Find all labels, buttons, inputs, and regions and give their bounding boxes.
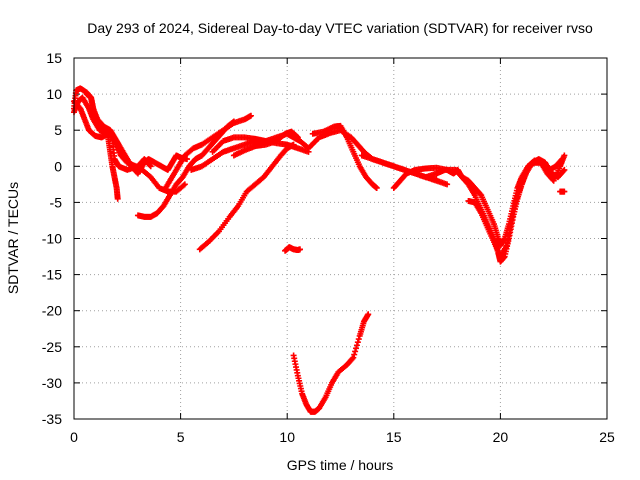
data-point-marker — [353, 342, 360, 349]
y-tick-label: -15 — [42, 267, 62, 283]
data-point-marker — [147, 163, 154, 170]
y-tick-label: 5 — [54, 122, 62, 138]
series-arc-19 — [465, 152, 568, 260]
data-point-marker — [293, 133, 300, 140]
data-point-marker — [349, 355, 356, 362]
y-tick-label: -20 — [42, 303, 62, 319]
axis-ticks: 0 5 10 15 20 25 15 10 5 0 -5 -10 -15 -20 -25 -30 -35 — [42, 50, 615, 445]
data-point-marker — [560, 167, 567, 174]
data-point-marker — [352, 348, 359, 355]
series-arc-3 — [105, 134, 121, 202]
x-tick-label: 25 — [599, 429, 615, 445]
data-point-marker — [294, 134, 301, 141]
x-tick-label: 15 — [386, 429, 402, 445]
series-arc-15 — [358, 152, 451, 188]
y-tick-label: -10 — [42, 231, 62, 247]
y-tick-label: -25 — [42, 339, 62, 355]
y-tick-label: 10 — [46, 86, 62, 102]
chart-title: Day 293 of 2024, Sidereal Day-to-day VTE… — [87, 20, 593, 36]
data-point-marker — [561, 188, 568, 195]
y-tick-label: 15 — [46, 50, 62, 66]
series-arc-4 — [71, 94, 188, 195]
x-tick-label: 10 — [279, 429, 295, 445]
series-arc-12 — [282, 244, 303, 254]
grid-lines — [74, 58, 607, 419]
data-point-marker — [353, 345, 360, 352]
data-point-marker — [181, 181, 188, 188]
data-point-marker — [296, 246, 303, 253]
y-tick-label: -5 — [50, 194, 63, 210]
data-point-marker — [350, 354, 357, 361]
series-arc-7 — [162, 112, 254, 191]
data-point-marker — [146, 162, 153, 169]
x-tick-label: 0 — [70, 429, 78, 445]
data-point-marker — [355, 336, 362, 343]
series-arc-14 — [309, 122, 380, 191]
data-point-marker — [561, 166, 568, 173]
data-point-marker — [102, 127, 109, 134]
data-point-marker — [477, 191, 484, 198]
x-axis-label: GPS time / hours — [287, 457, 394, 473]
data-point-marker — [351, 351, 358, 358]
plot-frame — [73, 57, 608, 420]
series-arc-20 — [557, 188, 568, 195]
series-arc-21 — [290, 311, 372, 415]
data-series — [71, 85, 568, 415]
x-tick-label: 20 — [493, 429, 509, 445]
y-tick-label: -35 — [42, 411, 62, 427]
data-point-marker — [354, 339, 361, 346]
data-point-marker — [247, 112, 254, 119]
data-point-marker — [561, 152, 568, 159]
series-arc-11 — [230, 128, 301, 159]
data-point-marker — [444, 181, 451, 188]
data-point-marker — [114, 195, 121, 202]
y-tick-label: -30 — [42, 375, 62, 391]
data-point-marker — [373, 184, 380, 191]
series-arc-10 — [209, 134, 312, 155]
y-axis-label: SDTVAR / TECUs — [5, 182, 21, 294]
y-tick-label: 0 — [54, 158, 62, 174]
series-arc-5 — [83, 91, 109, 134]
x-tick-label: 5 — [177, 429, 185, 445]
data-point-marker — [365, 311, 372, 318]
